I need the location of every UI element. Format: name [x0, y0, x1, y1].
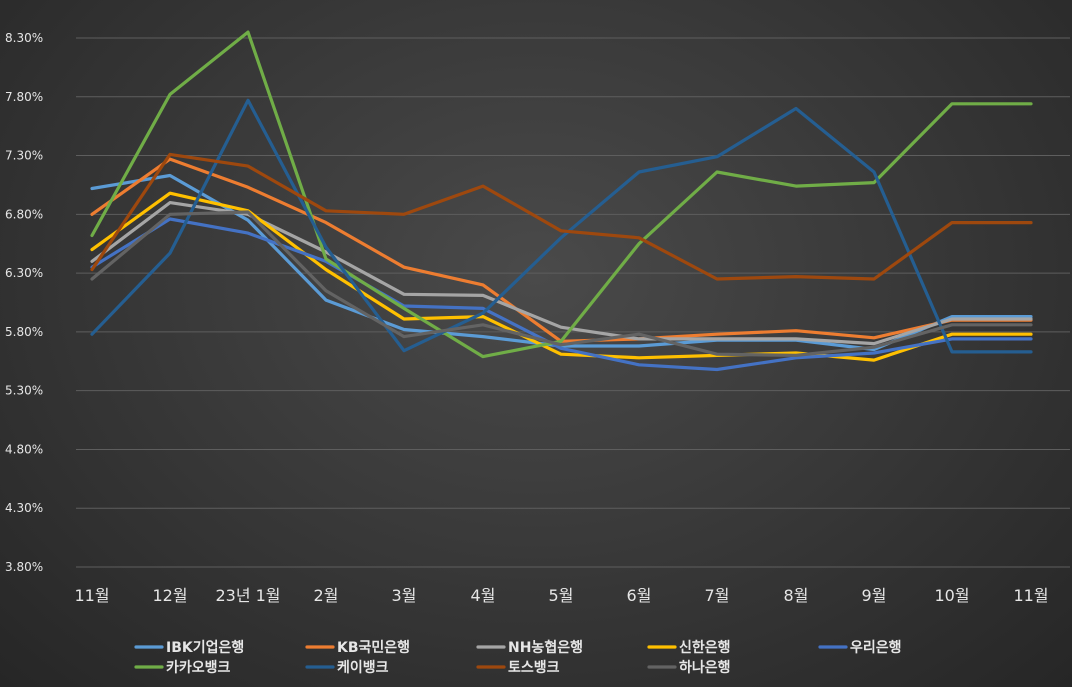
x-tick-label: 11월 — [1013, 586, 1048, 605]
legend-label: 카카오뱅크 — [166, 660, 231, 676]
series-line-6 — [90, 98, 1033, 354]
gridlines — [76, 37, 1070, 568]
x-tick-label: 8월 — [784, 586, 809, 605]
y-axis-ticks: 3.80% 4.30% 4.80% 5.30% 5.80% 6.30% 6.80% 7.30%… — [5, 31, 43, 574]
series-line-8 — [90, 210, 1033, 357]
x-tick-label: 10월 — [934, 586, 969, 605]
y-tick-label: 8.30% — [5, 31, 43, 45]
x-tick-label: 3월 — [392, 586, 417, 605]
series-line-5 — [90, 30, 1033, 359]
legend-label: NH농협은행 — [508, 640, 583, 656]
x-tick-label: 23년 1월 — [215, 586, 280, 605]
x-tick-label: 7월 — [705, 586, 730, 605]
y-tick-label: 6.30% — [5, 266, 43, 280]
series-lines — [90, 30, 1033, 372]
legend-label: 우리은행 — [850, 640, 902, 656]
legend-label: 신한은행 — [679, 640, 731, 656]
series-line-4 — [90, 217, 1033, 372]
y-tick-label: 7.30% — [5, 149, 43, 163]
y-tick-label: 7.80% — [5, 90, 43, 104]
series-line-2 — [90, 201, 1033, 346]
series-line-7 — [90, 152, 1033, 281]
legend-label: 케이뱅크 — [337, 659, 389, 676]
y-tick-label: 6.80% — [5, 207, 43, 221]
y-tick-label: 4.30% — [5, 501, 43, 515]
x-tick-label: 6월 — [627, 586, 652, 605]
x-axis-ticks: 11월 12월 23년 1월 2월 3월 4월 5월 6월 7월 8월 9월 10월 11월 — [74, 586, 1048, 605]
x-tick-label: 9월 — [862, 586, 887, 605]
series-line-0 — [90, 173, 1033, 352]
y-tick-label: 5.80% — [5, 325, 43, 339]
x-tick-label: 11월 — [74, 586, 109, 605]
legend-label: 토스뱅크 — [508, 660, 560, 676]
legend-label: IBK기업은행 — [166, 640, 244, 656]
y-tick-label: 4.80% — [5, 442, 43, 456]
legend-label: KB국민은행 — [337, 639, 410, 656]
x-tick-label: 5월 — [549, 586, 574, 605]
x-tick-label: 2월 — [314, 586, 339, 605]
series-line-1 — [90, 157, 1033, 343]
legend-label: 하나은행 — [679, 659, 731, 676]
x-tick-label: 12월 — [152, 586, 187, 605]
y-tick-label: 3.80% — [5, 560, 43, 574]
x-tick-label: 4월 — [471, 586, 496, 605]
y-tick-label: 5.30% — [5, 384, 43, 398]
